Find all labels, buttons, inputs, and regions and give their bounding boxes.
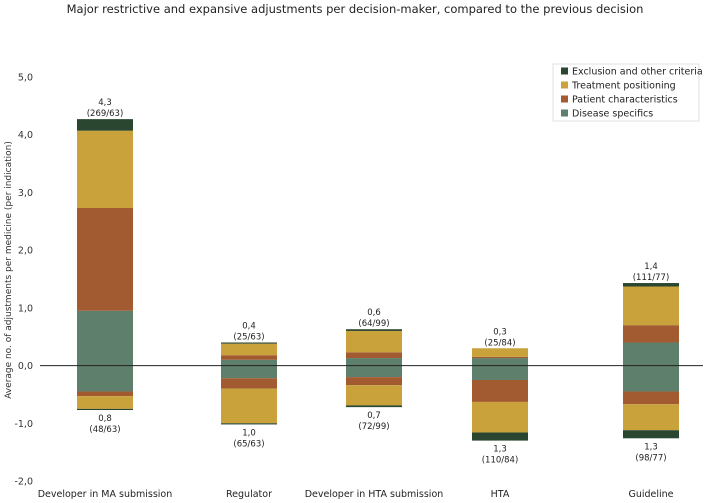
legend-box (552, 63, 700, 122)
bar-segment-positive (472, 348, 528, 357)
y-tick-label: 0,0 (18, 361, 33, 372)
data-label-positive-detail: (111/77) (633, 273, 670, 283)
legend-label: Disease specifics (572, 109, 653, 120)
bar-segment-positive (77, 119, 133, 131)
data-label-positive-value: 0,6 (367, 308, 381, 318)
bar-segment-positive (221, 355, 277, 360)
bar-segment-negative (77, 365, 133, 392)
bar-segment-negative (77, 391, 133, 397)
y-tick-label: 1,0 (18, 303, 33, 314)
bar-segment-positive (77, 130, 133, 209)
y-tick-label: -2,0 (14, 477, 33, 488)
data-label-positive-detail: (269/63) (87, 109, 124, 119)
y-tick-label: 2,0 (18, 246, 33, 257)
data-label-negative-detail: (110/84) (482, 456, 519, 466)
bar-segment-negative (623, 430, 679, 439)
bar-segment-positive (623, 283, 679, 287)
bar-segment-negative (221, 388, 277, 424)
bar-segment-negative (623, 391, 679, 405)
chart-title: Major restrictive and expansive adjustme… (67, 2, 644, 16)
data-label-positive-value: 0,4 (242, 321, 256, 331)
bar-segment-negative (221, 423, 277, 425)
bar-segment-positive (472, 358, 528, 366)
bar-segment-negative (623, 404, 679, 431)
bar-segment-negative (472, 380, 528, 402)
data-label-negative-value: 0,7 (367, 411, 381, 421)
bar-segment-negative (346, 365, 402, 378)
x-category-label: Guideline (628, 489, 673, 500)
bar-segment-negative (221, 378, 277, 389)
x-category-label: HTA (491, 489, 510, 500)
bar-segment-positive (346, 358, 402, 366)
legend-swatch (561, 95, 568, 103)
data-label-positive-detail: (25/63) (233, 332, 264, 342)
bar-segment-negative (77, 396, 133, 409)
bar-segment-positive (623, 342, 679, 366)
y-tick-label: 5,0 (18, 73, 33, 84)
y-axis-ticks: -2,0 -1,0 0,0 1,0 2,0 3,0 4,0 5,0 (14, 73, 33, 488)
bar-segment-positive (221, 343, 277, 356)
data-labels: 4,3(269/63) 0,8(48/63) 0,4(25/63) 1,0(65/63… (87, 98, 670, 465)
bar-segment-positive (221, 342, 277, 344)
legend: Exclusion and other criteria Treatment po… (552, 63, 703, 122)
data-label-negative-value: 1,0 (242, 428, 256, 438)
y-tick-label: 4,0 (18, 130, 33, 141)
legend-label: Treatment positioning (571, 81, 676, 92)
data-label-positive-detail: (64/99) (358, 319, 389, 329)
bar-segment-positive (77, 310, 133, 366)
legend-label: Exclusion and other criteria (572, 67, 703, 78)
data-label-negative-value: 0,8 (98, 414, 112, 424)
bar-segment-positive (77, 208, 133, 311)
y-axis-label: Average no. of adjustments per medicine … (4, 141, 14, 399)
bar-segment-negative (472, 365, 528, 380)
bar-segment-positive (346, 330, 402, 353)
legend-swatch (561, 81, 568, 89)
bar-segment-negative (623, 365, 679, 392)
bars-group (77, 119, 679, 441)
data-label-positive-value: 0,3 (493, 327, 507, 337)
bar-segment-positive (346, 329, 402, 331)
bar-segment-positive (623, 286, 679, 326)
bar-segment-negative (346, 385, 402, 406)
x-category-label: Regulator (226, 489, 272, 500)
data-label-negative-value: 1,3 (644, 442, 658, 452)
bar-segment-positive (346, 352, 402, 359)
data-label-positive-value: 4,3 (98, 98, 112, 108)
y-tick-label: -1,0 (14, 419, 33, 430)
bar-segment-positive (623, 325, 679, 343)
bar-segment-positive (472, 356, 528, 359)
x-axis-categories: Developer in MA submission Regulator Devel… (38, 489, 674, 500)
bar-segment-positive (221, 359, 277, 366)
x-category-label: Developer in HTA submission (305, 489, 444, 500)
data-label-negative-detail: (72/99) (358, 422, 389, 432)
legend-swatch (561, 109, 568, 117)
data-label-negative-value: 1,3 (493, 445, 507, 455)
data-label-negative-detail: (48/63) (89, 425, 120, 435)
data-label-negative-detail: (65/63) (233, 439, 264, 449)
legend-swatch (561, 67, 568, 75)
y-tick-label: 3,0 (18, 188, 33, 199)
x-category-label: Developer in MA submission (38, 489, 173, 500)
legend-label: Patient characteristics (572, 95, 678, 106)
bar-segment-negative (472, 401, 528, 433)
bar-segment-negative (472, 432, 528, 441)
data-label-positive-detail: (25/84) (484, 338, 515, 348)
bar-segment-negative (221, 365, 277, 379)
data-label-negative-detail: (98/77) (635, 453, 666, 463)
data-label-positive-value: 1,4 (644, 262, 658, 272)
bar-segment-negative (77, 408, 133, 411)
bar-segment-negative (346, 405, 402, 408)
bar-segment-negative (346, 377, 402, 386)
